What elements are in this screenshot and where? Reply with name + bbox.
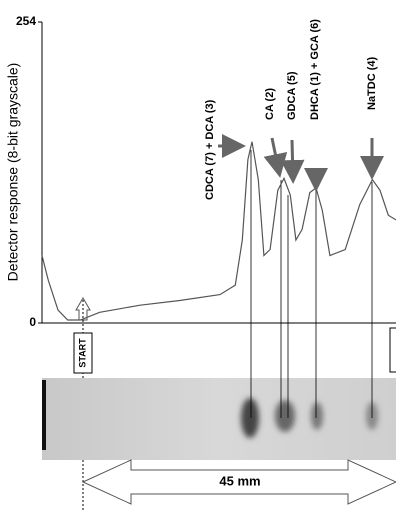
annotation: GDCA (5): [286, 71, 298, 120]
annotation: CA (2): [264, 88, 276, 120]
annotation: NaTDC (4): [366, 56, 378, 110]
figure: Detector response (8-bit grayscale) STAR…: [0, 0, 396, 512]
annotation: CDCA (7) + DCA (3): [204, 99, 216, 200]
annotation-arrow: [292, 140, 293, 178]
annotation: DHCA (1) + GCA (6): [309, 19, 321, 120]
y-axis-label: Detector response (8-bit grayscale): [5, 63, 21, 282]
trace: [42, 142, 396, 320]
annotation-arrow: [272, 138, 279, 172]
tlc-plate: [42, 378, 396, 460]
peak-lines: [251, 150, 372, 418]
y-tick-label: 0: [29, 315, 36, 329]
edge-box: [390, 328, 396, 372]
distance-label: 45 mm: [219, 473, 260, 488]
y-tick-label: 254: [16, 14, 36, 28]
plate-edge: [42, 380, 46, 450]
start-label: START: [77, 338, 87, 368]
